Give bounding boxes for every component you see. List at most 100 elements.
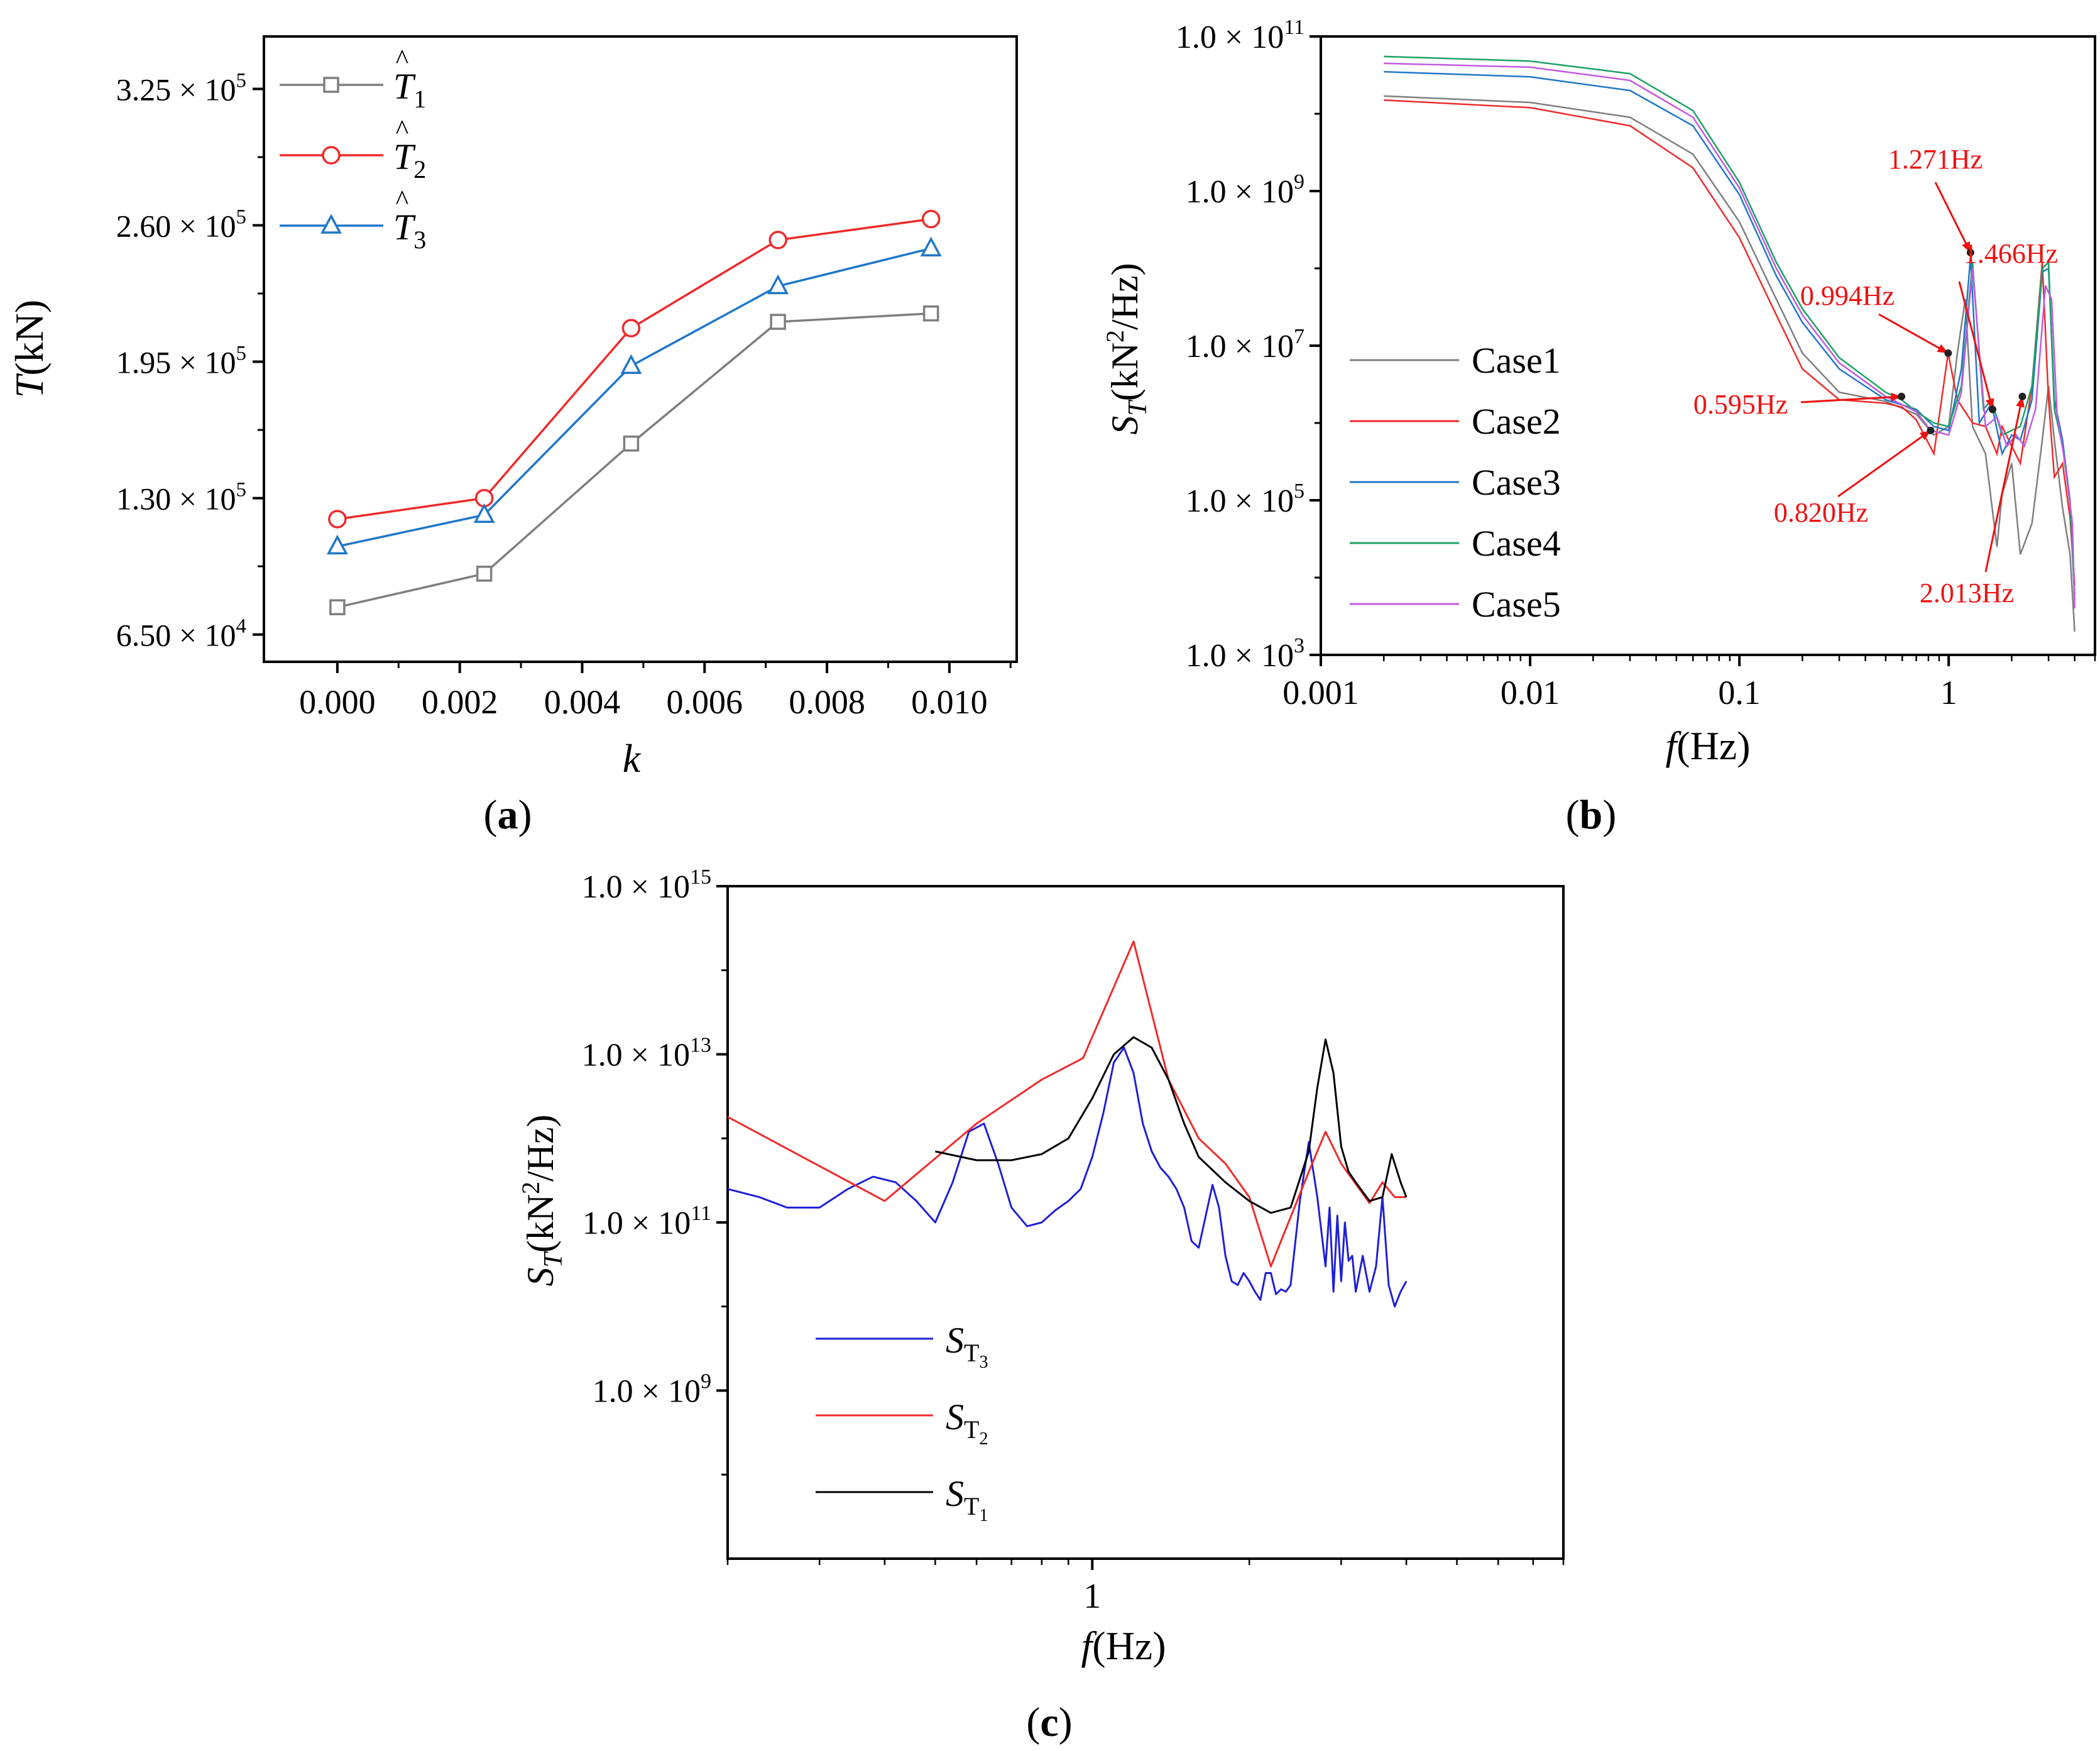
y-tick-label-a-0: 6.50 × 104 — [116, 615, 246, 653]
annotation-arrow-b-3 — [1800, 395, 1902, 403]
y-tick-label-a-3: 2.60 × 105 — [116, 206, 246, 244]
y-tick-label-b-0-exponent: 3 — [1294, 634, 1304, 657]
y-tick-label-b-4-exponent: 11 — [1284, 16, 1304, 39]
annotation-label-b-4: 0.820Hz — [1774, 497, 1868, 528]
y-tick-label-b-0: 1.0 × 103 — [1186, 634, 1304, 674]
x-tick-label-a-0: 0.000 — [299, 683, 376, 721]
annotation-label-b-1: 1.466Hz — [1964, 238, 2058, 269]
y-tick-label-c-3: 1.0 × 1015 — [582, 865, 711, 905]
y-tick-label-a-3-exponent: 5 — [236, 206, 247, 229]
data-point-a-1-1 — [476, 566, 493, 582]
y-tick-label-c-0: 1.0 × 109 — [593, 1370, 711, 1410]
data-point-a-2-2 — [621, 319, 641, 338]
y-tick-label-c-1: 1.0 × 1011 — [582, 1202, 711, 1241]
data-point-a-1-2 — [623, 436, 640, 452]
x-axis-label-c: f(Hz) — [1081, 1623, 1166, 1668]
legend-label-a-2-sub: 2 — [413, 155, 426, 184]
x-axis-label-b: f(Hz) — [1665, 723, 1750, 768]
y-tick-label-b-2-exponent: 7 — [1294, 325, 1304, 348]
y-tick-label-b-4-mantissa: 1.0 × 10 — [1176, 19, 1284, 55]
data-point-a-3-3 — [767, 274, 789, 295]
x-tick-label-a-1: 0.002 — [422, 683, 498, 721]
annotation-arrow-b-0 — [1934, 182, 1972, 253]
y-tick-label-b-3: 1.0 × 109 — [1186, 170, 1304, 210]
annotation-point-b-0 — [1966, 248, 1974, 256]
legend-label-b-2: Case2 — [1472, 401, 1561, 442]
legend-label-b-5: Case5 — [1472, 584, 1561, 625]
y-tick-label-c-3-mantissa: 1.0 × 10 — [582, 869, 690, 905]
legend-label-c-1-sub: T — [964, 1339, 979, 1367]
annotation-arrow-b-2 — [1878, 313, 1949, 354]
y-tick-label-b-1-mantissa: 1.0 × 10 — [1186, 483, 1294, 519]
y-tick-label-c-0-mantissa: 1.0 × 10 — [593, 1374, 701, 1410]
y-tick-label-a-3-mantissa: 2.60 × 10 — [116, 209, 236, 244]
x-tick-label-b-1: 0.01 — [1501, 674, 1560, 711]
y-tick-label-b-4: 1.0 × 1011 — [1176, 16, 1304, 55]
y-tick-label-c-0-exponent: 9 — [701, 1370, 711, 1393]
y-axis-label-a: T(kN) — [7, 300, 52, 398]
legend-marker-a-3 — [320, 214, 342, 234]
annotation-label-b-2: 0.994Hz — [1800, 280, 1895, 311]
y-tick-label-b-3-exponent: 9 — [1294, 170, 1304, 194]
legend-hat-a-1: ^ — [396, 44, 409, 75]
legend-hat-a-2: ^ — [396, 114, 409, 145]
legend-label-c-3: ST1 — [946, 1473, 988, 1525]
legend-label-b-1: Case1 — [1472, 340, 1561, 381]
x-tick-label-a-2: 0.004 — [544, 683, 621, 721]
x-tick-label-c-0: 1 — [1083, 1577, 1101, 1616]
y-axis-label-a-t: T — [7, 373, 52, 398]
data-point-a-3-2 — [620, 354, 642, 374]
legend-label-b-4: Case4 — [1472, 523, 1561, 564]
data-point-a-3-1 — [473, 503, 495, 524]
legend-label-c-3-sub: T — [964, 1492, 979, 1520]
annotation-label-b-0: 1.271Hz — [1888, 144, 1982, 175]
x-tick-label-a-5: 0.010 — [911, 683, 988, 721]
y-tick-label-a-1: 1.30 × 105 — [116, 479, 246, 517]
data-point-a-2-4 — [921, 209, 941, 229]
y-tick-label-b-3-mantissa: 1.0 × 10 — [1186, 174, 1294, 210]
y-tick-label-c-1-exponent: 11 — [691, 1202, 711, 1225]
legend-label-c-3-main: S — [946, 1473, 964, 1514]
annotation-point-b-4 — [1927, 426, 1935, 434]
x-tick-label-a-3: 0.006 — [667, 683, 743, 721]
annotation-arrowhead-b-3 — [1891, 392, 1902, 402]
series-line-c-3 — [935, 1036, 1408, 1214]
x-tick-label-b-0: 0.001 — [1282, 674, 1359, 711]
y-tick-label-c-2-mantissa: 1.0 × 10 — [582, 1038, 690, 1073]
y-tick-label-a-0-mantissa: 6.50 × 10 — [116, 618, 236, 653]
y-tick-label-a-1-mantissa: 1.30 × 10 — [116, 481, 236, 517]
legend-label-c-1-main: S — [946, 1320, 964, 1361]
legend-label-a-1: T1 — [393, 66, 426, 113]
y-tick-label-a-4-exponent: 5 — [236, 69, 247, 92]
legend-label-a-1-sub: 1 — [413, 85, 426, 113]
annotation-label-b-3: 0.595Hz — [1693, 389, 1788, 420]
x-tick-label-b-2: 0.1 — [1718, 674, 1761, 711]
legend-marker-a-1 — [323, 77, 339, 93]
y-tick-label-a-0-exponent: 4 — [236, 615, 247, 638]
legend-label-a-2-main: T — [393, 136, 416, 177]
annotation-point-b-1 — [1988, 405, 1996, 414]
legend-label-c-1-subsub: 3 — [979, 1353, 988, 1372]
y-tick-label-c-2: 1.0 × 1013 — [582, 1034, 711, 1073]
panel-label-a: (a) — [484, 792, 532, 838]
annotation-point-b-3 — [1898, 392, 1906, 400]
data-point-a-3-4 — [920, 236, 942, 256]
legend-label-a-2: T2 — [393, 136, 426, 184]
legend-label-a-3: T3 — [393, 207, 426, 254]
y-axis-label-c: ST(kN2/Hz) — [517, 1114, 568, 1286]
y-tick-label-c-1-mantissa: 1.0 × 10 — [582, 1205, 691, 1241]
x-tick-label-a-4: 0.008 — [789, 683, 865, 721]
annotation-arrow-b-5 — [1984, 396, 2023, 573]
series-line-b-5 — [1384, 62, 2075, 608]
y-tick-label-a-2: 1.95 × 105 — [116, 343, 246, 380]
panel-label-b: (b) — [1566, 792, 1617, 838]
x-tick-label-b-3: 1 — [1940, 674, 1957, 711]
annotation-arrow-b-4 — [1837, 429, 1932, 498]
y-tick-label-a-1-exponent: 5 — [236, 479, 247, 502]
legend-hat-a-3: ^ — [396, 185, 409, 216]
panel-label-b-letter: b — [1580, 792, 1603, 838]
legend-label-b-3: Case3 — [1472, 462, 1561, 503]
